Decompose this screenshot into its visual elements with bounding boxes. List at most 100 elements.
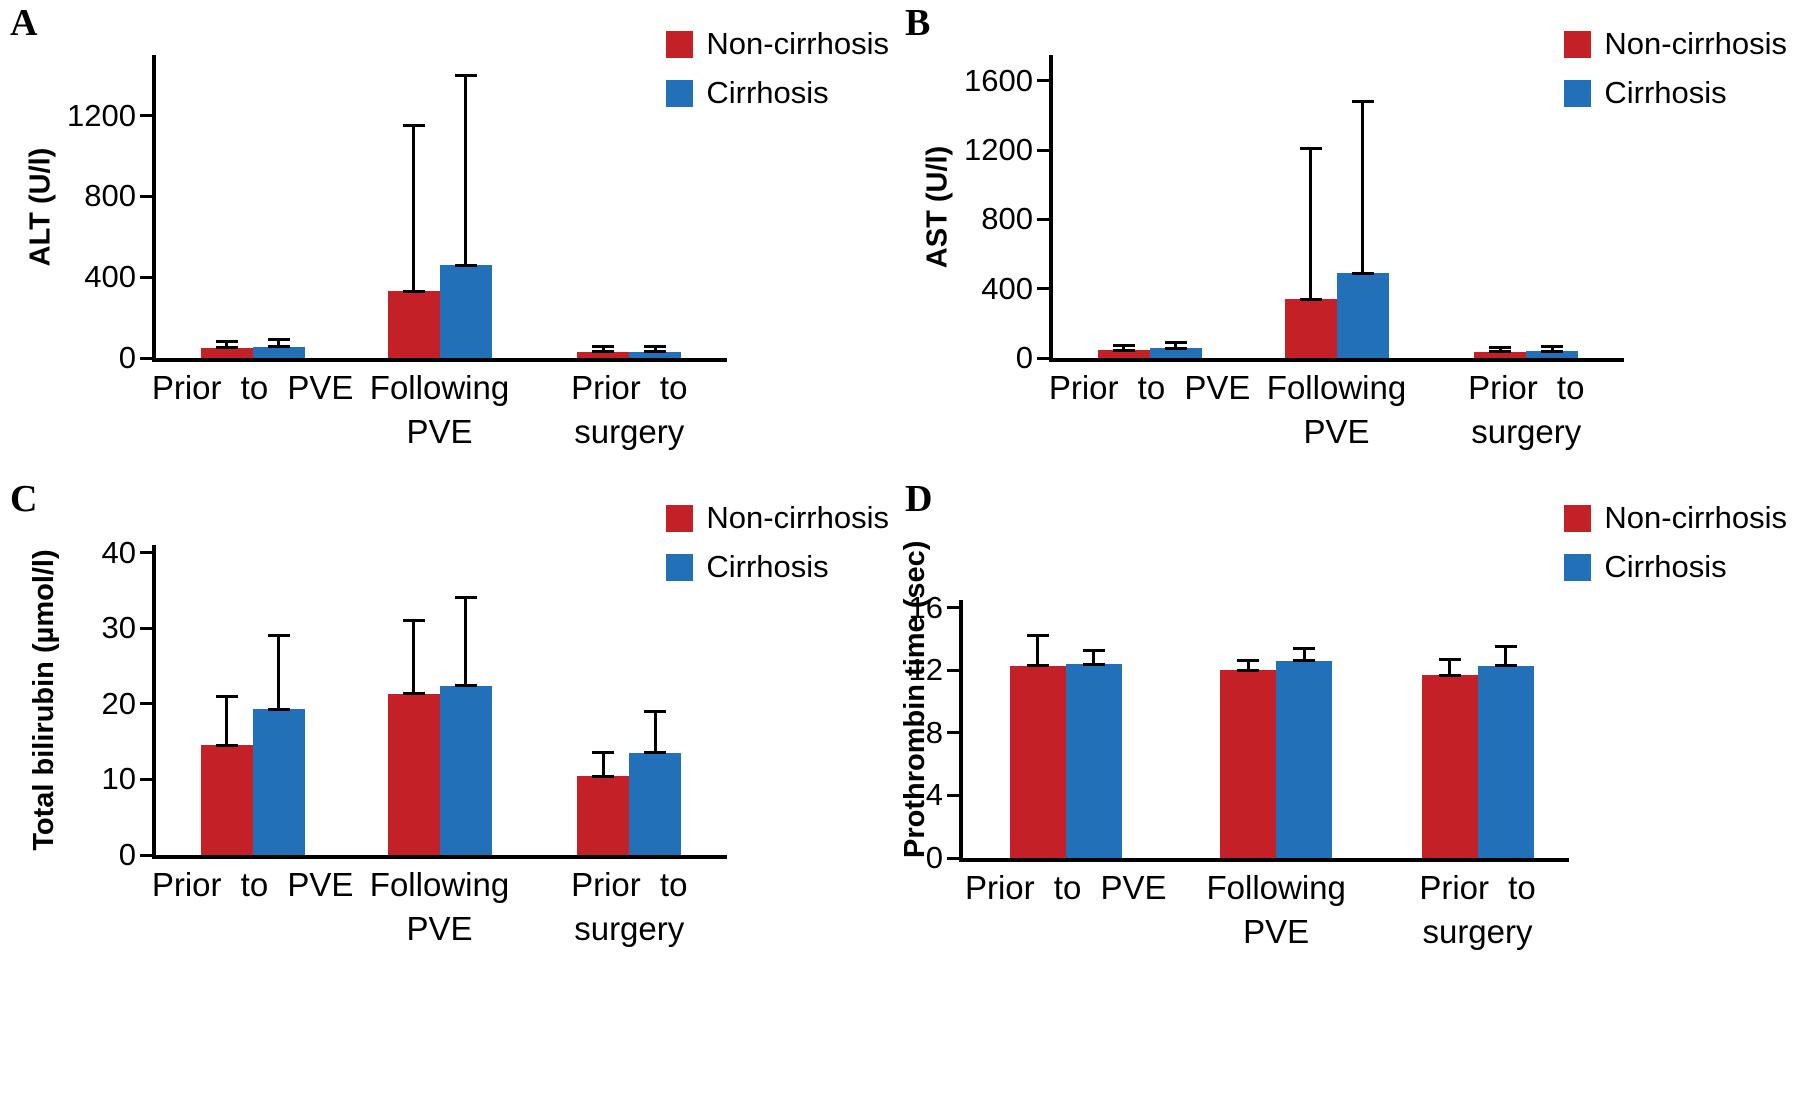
panel-alt: A ALT (U/l) 0 400 800 1200 Prior to PVE Followi…	[0, 0, 897, 470]
non-cirrhosis-swatch	[666, 504, 694, 532]
error-bar-base-cap	[1489, 350, 1512, 354]
bar-cirrhosis	[1065, 664, 1122, 858]
error-bar-cap	[1299, 146, 1322, 150]
error-bar-cap	[454, 73, 477, 77]
y-axis-line	[1049, 55, 1053, 362]
legend-label: Cirrhosis	[1604, 75, 1727, 110]
error-bar-line	[464, 75, 467, 266]
error-bar-line	[225, 341, 229, 348]
y-tick-label: 0	[925, 840, 943, 875]
y-tick-label: 0	[118, 340, 136, 375]
error-bar-line	[1504, 646, 1507, 666]
x-axis-line	[1049, 358, 1624, 362]
error-bar-line	[1246, 660, 1250, 671]
y-tick-label: 0	[1015, 340, 1033, 375]
bar-cirrhosis	[1477, 665, 1534, 858]
error-bar-cap	[1164, 340, 1187, 344]
error-bar-base-cap	[592, 350, 615, 354]
error-bar-base-cap	[1541, 349, 1564, 353]
error-bar-base-cap	[1082, 662, 1105, 666]
y-tick-mark	[947, 606, 959, 610]
legend-item: Cirrhosis	[666, 77, 889, 109]
legend: Non-cirrhosis Cirrhosis	[666, 28, 889, 126]
y-tick-label: 800	[981, 201, 1033, 237]
error-bar-line	[1122, 345, 1126, 351]
error-bar-base-cap	[454, 684, 477, 688]
x-category-label: Prior to PVE	[964, 869, 1167, 906]
y-tick-label: 400	[84, 259, 136, 295]
error-bar-base-cap	[1351, 271, 1374, 275]
error-bar-cap	[454, 596, 477, 600]
y-axis-line	[959, 600, 963, 862]
y-tick-label: 10	[101, 761, 136, 797]
error-bar-base-cap	[644, 751, 667, 755]
error-bar-cap	[267, 338, 290, 342]
error-bar-base-cap	[215, 346, 238, 350]
error-bar-cap	[1237, 659, 1260, 663]
error-bar-cap	[644, 345, 667, 349]
x-category-label: Prior to surgery	[1468, 369, 1585, 450]
error-bar-cap	[1082, 648, 1105, 652]
error-bar-cap	[267, 634, 290, 638]
panel-prothrombin-time: D Prothrombin time (sec) 0 4 8 12 16 Prior to P…	[897, 470, 1795, 1100]
non-cirrhosis-swatch	[1564, 504, 1592, 532]
error-bar-base-cap	[1237, 668, 1260, 672]
error-bar-base-cap	[454, 263, 477, 267]
error-bar-line	[412, 620, 415, 694]
bar-non-cirrhosis	[387, 693, 440, 855]
y-tick-label: 12	[908, 652, 943, 688]
bar-non-cirrhosis	[1284, 299, 1337, 358]
error-bar-cap	[215, 694, 238, 698]
legend-label: Non-cirrhosis	[706, 26, 889, 61]
y-tick-mark	[140, 626, 152, 630]
bar-cirrhosis	[629, 752, 682, 855]
x-category-label: Prior to surgery	[571, 369, 688, 450]
error-bar-cap	[402, 124, 425, 128]
y-tick-label: 20	[101, 685, 136, 721]
x-axis-line	[152, 358, 727, 362]
y-tick-label: 1600	[964, 62, 1033, 98]
bar-non-cirrhosis	[387, 291, 440, 358]
error-bar-line	[1092, 650, 1096, 665]
error-bar-base-cap	[402, 692, 425, 696]
bar-non-cirrhosis	[577, 776, 630, 855]
bar-cirrhosis	[629, 351, 682, 358]
error-bar-cap	[592, 751, 615, 755]
panel-letter: B	[905, 2, 931, 44]
cirrhosis-swatch	[1564, 553, 1592, 581]
bar-non-cirrhosis	[1220, 670, 1277, 858]
error-bar-base-cap	[267, 345, 290, 349]
y-tick-label: 4	[925, 777, 943, 813]
x-category-label: Following PVE	[1206, 869, 1346, 950]
legend-label: Cirrhosis	[706, 75, 829, 110]
y-axis-line	[152, 545, 156, 859]
y-axis-line	[152, 55, 156, 362]
bar-cirrhosis	[252, 709, 305, 855]
bar-cirrhosis	[439, 265, 492, 358]
legend-item: Non-cirrhosis	[1564, 28, 1787, 60]
x-category-label: Following PVE	[1266, 369, 1407, 450]
legend-label: Non-cirrhosis	[1604, 500, 1787, 535]
error-bar-cap	[1489, 346, 1512, 350]
error-bar-base-cap	[402, 289, 425, 293]
panel-letter: D	[905, 478, 933, 520]
error-bar-base-cap	[1112, 348, 1135, 352]
y-tick-label: 30	[101, 610, 136, 646]
legend-item: Cirrhosis	[666, 551, 889, 583]
bar-non-cirrhosis	[577, 351, 630, 358]
bar-non-cirrhosis	[1009, 665, 1066, 858]
y-tick-mark	[140, 114, 152, 118]
error-bar-base-cap	[1494, 664, 1517, 668]
bar-cirrhosis	[1336, 273, 1389, 358]
error-bar-line	[1448, 659, 1451, 676]
y-tick-mark	[140, 356, 152, 360]
error-bar-base-cap	[1026, 664, 1049, 668]
x-category-label: Prior to surgery	[1419, 869, 1536, 950]
y-tick-label: 0	[118, 837, 136, 872]
x-axis-line	[959, 858, 1569, 862]
error-bar-cap	[1026, 634, 1049, 638]
y-tick-mark	[140, 777, 152, 781]
x-category-label: Prior to surgery	[571, 866, 688, 947]
error-bar-line	[464, 597, 467, 686]
